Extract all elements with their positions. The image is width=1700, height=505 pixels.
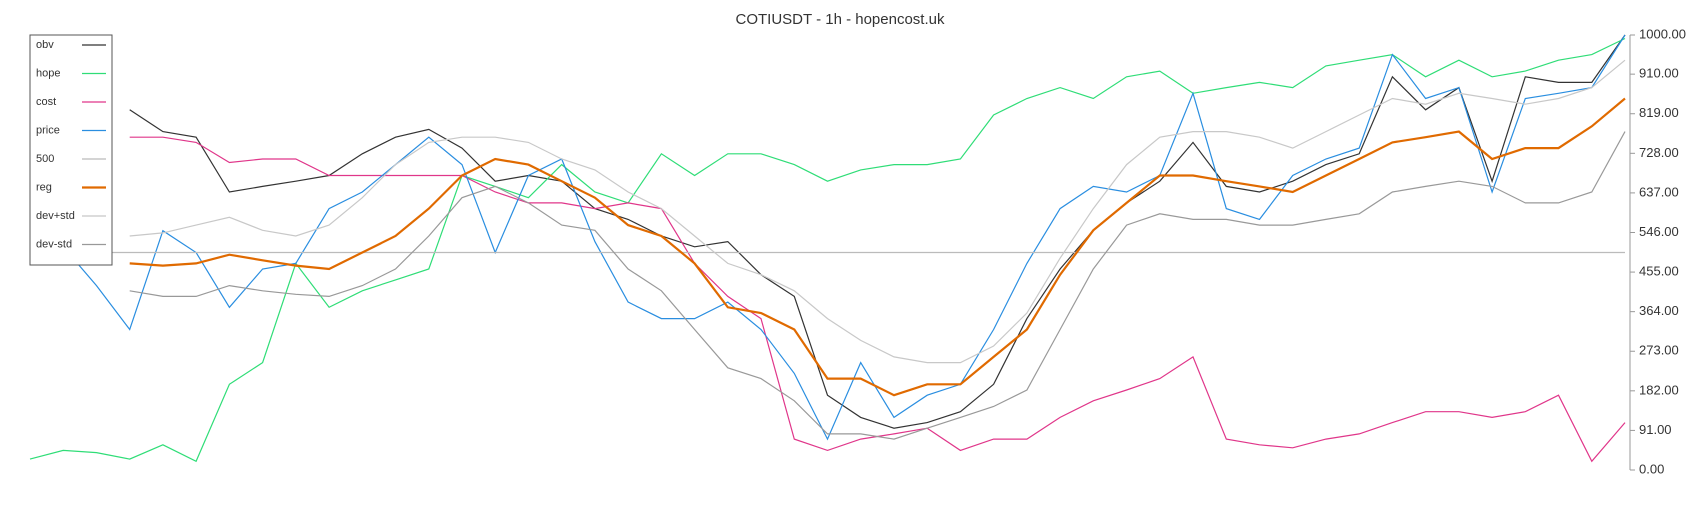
legend-label: dev-std: [36, 238, 72, 250]
series-line: [129, 97, 1626, 397]
y-tick-label: 546.00: [1639, 224, 1679, 239]
legend-label: dev+std: [36, 210, 75, 222]
y-tick-label: 273.00: [1639, 343, 1679, 358]
series-line: [129, 59, 1626, 364]
y-tick-label: 1000.00: [1639, 26, 1686, 41]
y-tick-label: 91.00: [1639, 422, 1672, 437]
y-tick-label: 364.00: [1639, 303, 1679, 318]
legend-label: obv: [36, 39, 54, 51]
series-line: [129, 136, 1626, 463]
y-tick-label: 182.00: [1639, 382, 1679, 397]
legend-label: reg: [36, 181, 52, 193]
chart-title: COTIUSDT - 1h - hopencost.uk: [736, 11, 945, 28]
series-line: [129, 34, 1626, 429]
y-tick-label: 910.00: [1639, 66, 1679, 81]
legend: obv hope cost price 500 reg dev+std dev-std: [29, 34, 113, 266]
y-tick-label: 819.00: [1639, 105, 1679, 120]
legend-label: 500: [36, 153, 54, 165]
legend-label: price: [36, 124, 60, 136]
y-tick-label: 0.00: [1639, 461, 1664, 476]
series-line: [129, 131, 1626, 440]
y-tick-label: 455.00: [1639, 264, 1679, 279]
y-tick-label: 728.00: [1639, 145, 1679, 160]
legend-label: cost: [36, 96, 56, 108]
legend-label: hope: [36, 67, 60, 79]
y-tick-label: 637.00: [1639, 184, 1679, 199]
series-line: [29, 34, 1626, 441]
